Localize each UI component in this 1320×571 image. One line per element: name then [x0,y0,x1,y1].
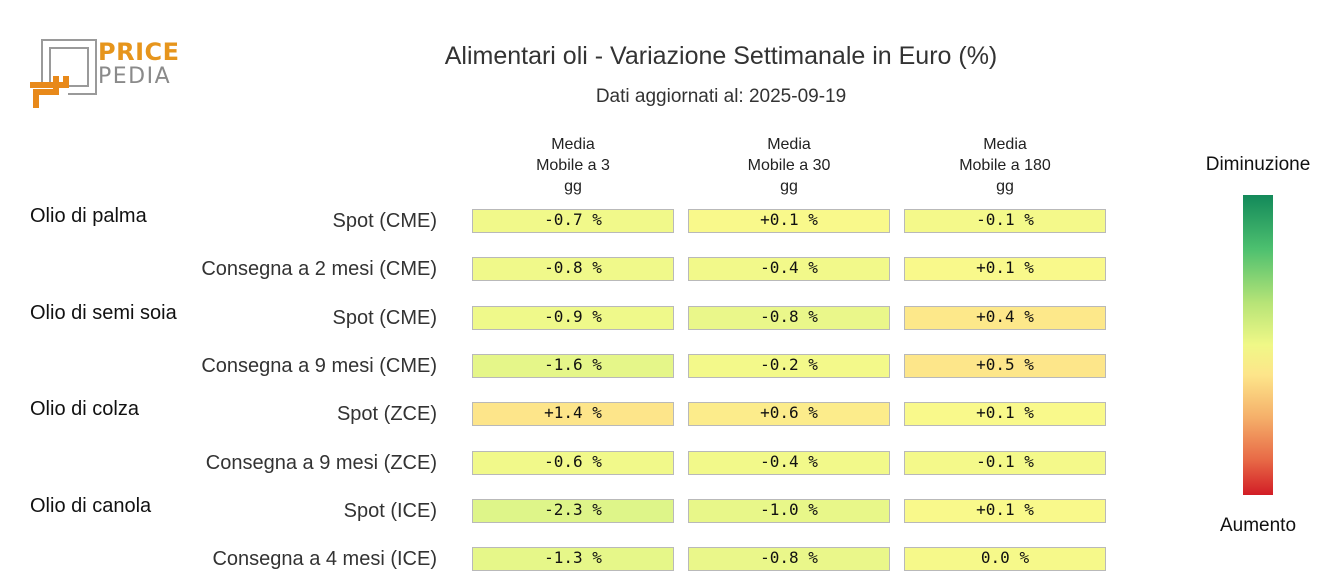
heatmap-cell: +0.1 % [688,209,890,233]
heatmap-cell: 0.0 % [904,547,1106,571]
heatmap-cell: -1.3 % [472,547,674,571]
group-label: Olio di colza [30,398,139,421]
column-header-line: Media [983,136,1027,153]
group-label: Olio di canola [30,494,152,517]
row-label: Consegna a 9 mesi (ZCE) [205,451,437,474]
column-header-line: Mobile a 3 [536,157,610,174]
column-header-line: Media [767,136,811,153]
heatmap-cell: +1.4 % [472,402,674,427]
heatmap-cell: -0.6 % [472,450,674,475]
logo-pedia-text: PEDIA [98,64,172,89]
column-header-line: Mobile a 30 [747,157,831,174]
chart-subtitle: Dati aggiornati al: 2025-09-19 [595,86,847,107]
heatmap-cell: +0.5 % [904,353,1106,378]
logo-mark-icon [30,39,97,108]
heatmap-cell: -1.6 % [472,353,674,378]
heatmap-cell: -0.1 % [904,450,1106,475]
column-header-30gg: Media Mobile a 30 gg [688,134,890,197]
column-header-180gg: Media Mobile a 180 gg [904,134,1106,197]
chart-title: Alimentari oli - Variazione Settimanale … [444,42,998,70]
heatmap-cell: +0.1 % [904,498,1106,523]
group-label: Olio di semi soia [30,301,177,324]
legend-label-increase: Aumento [1219,515,1297,536]
heatmap-cell: -0.7 % [472,209,674,233]
group-label: Olio di palma [30,205,147,227]
column-header-line: gg [996,178,1014,195]
heatmap-cell: -0.2 % [688,353,890,378]
row-label: Consegna a 2 mesi (CME) [201,258,437,281]
heatmap-cell: -0.8 % [688,305,890,330]
heatmap-cell: -0.8 % [688,547,890,571]
heatmap-cell: -0.4 % [688,450,890,475]
heatmap-cell: +0.1 % [904,402,1106,427]
row-label: Spot (ICE) [343,499,437,522]
legend-label-decrease: Diminuzione [1205,154,1311,175]
legend-color-scale [1243,195,1273,495]
pricepedia-logo: PRICE PEDIA [28,36,188,112]
heatmap-cell: -2.3 % [472,498,674,523]
column-header-3gg: Media Mobile a 3 gg [472,134,674,197]
column-header-line: Mobile a 180 [959,157,1051,174]
heatmap-cell: -1.0 % [688,498,890,523]
column-header-line: gg [564,178,582,195]
column-header-line: gg [780,178,798,195]
heatmap-cell: -0.1 % [904,209,1106,233]
logo-price-text: PRICE [98,38,180,66]
heatmap-cell: +0.4 % [904,305,1106,330]
heatmap-cell: -0.9 % [472,305,674,330]
heatmap-cell: -0.8 % [472,257,674,282]
heatmap-cell: +0.1 % [904,257,1106,282]
row-label: Spot (ZCE) [336,403,437,426]
heatmap-cell: -0.4 % [688,257,890,282]
row-label: Spot (CME) [332,210,437,232]
heatmap-cell: +0.6 % [688,402,890,427]
row-label: Spot (CME) [332,306,437,329]
row-label: Consegna a 4 mesi (ICE) [212,548,437,571]
row-label: Consegna a 9 mesi (CME) [201,354,437,377]
column-header-line: Media [551,136,595,153]
